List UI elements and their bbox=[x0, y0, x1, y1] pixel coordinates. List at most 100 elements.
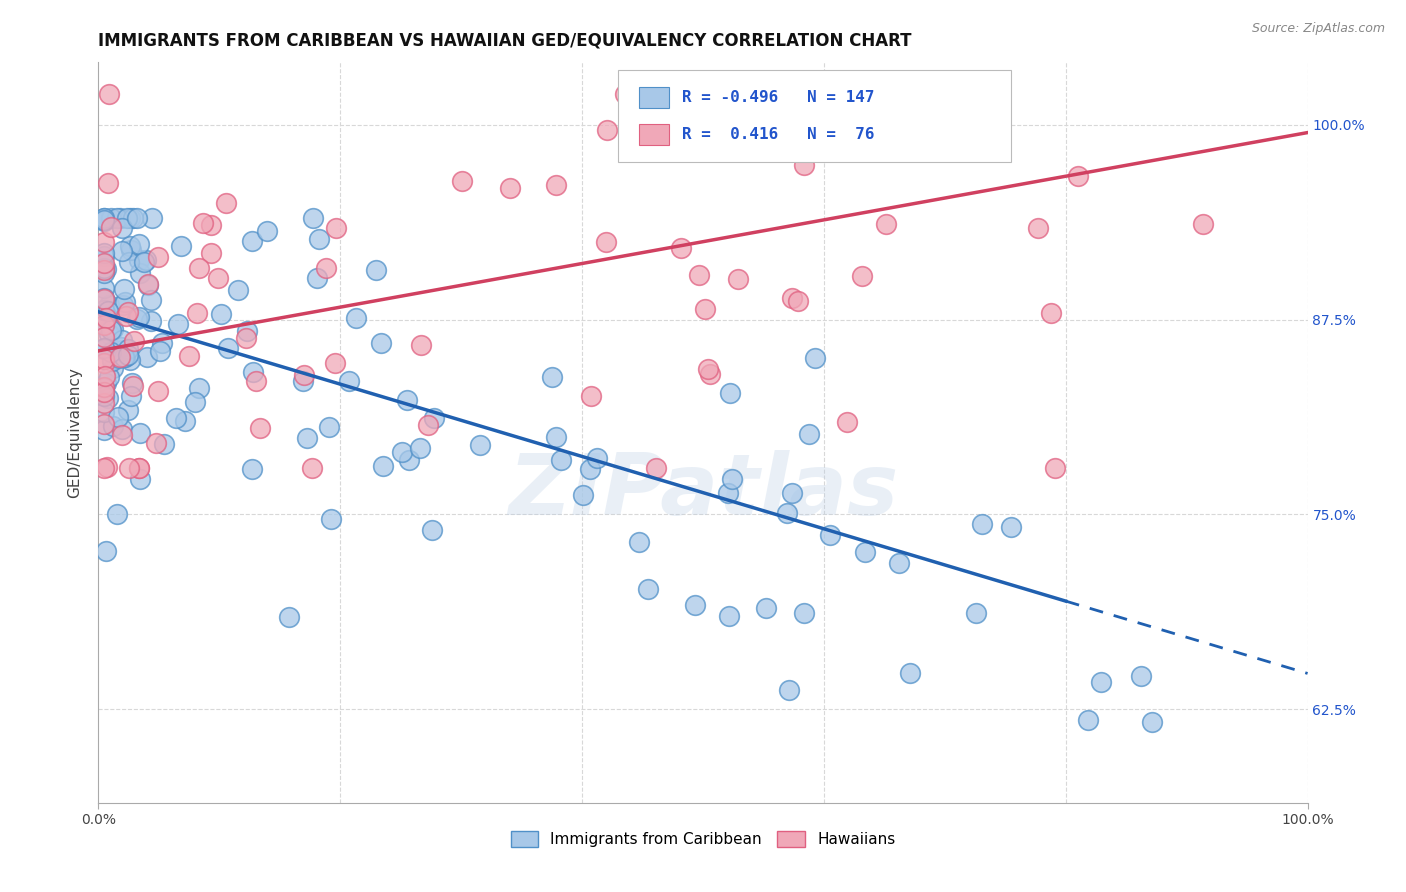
Point bbox=[875, 217, 897, 231]
Point bbox=[717, 486, 740, 500]
Point bbox=[235, 325, 257, 339]
Text: R = -0.496   N = 147: R = -0.496 N = 147 bbox=[682, 90, 875, 104]
Point bbox=[93, 262, 115, 277]
Point bbox=[409, 338, 432, 352]
Point bbox=[302, 211, 325, 226]
Point bbox=[671, 241, 693, 255]
Point bbox=[793, 158, 815, 172]
Point bbox=[94, 368, 117, 383]
Point bbox=[93, 396, 115, 410]
Point bbox=[141, 313, 163, 327]
Point bbox=[136, 350, 159, 364]
Point bbox=[112, 282, 135, 296]
Point bbox=[579, 389, 602, 403]
Point bbox=[153, 437, 176, 451]
Point bbox=[200, 245, 222, 260]
Point bbox=[117, 304, 139, 318]
Point bbox=[93, 281, 115, 295]
Point bbox=[93, 235, 115, 250]
Point bbox=[1142, 715, 1164, 730]
Point bbox=[108, 350, 131, 364]
Point bbox=[118, 211, 141, 226]
Point bbox=[780, 486, 803, 500]
Point bbox=[128, 460, 150, 475]
Point bbox=[644, 460, 666, 475]
Point bbox=[100, 219, 122, 234]
Point bbox=[128, 460, 150, 475]
Point bbox=[235, 331, 257, 345]
Point bbox=[94, 310, 117, 325]
Point bbox=[111, 343, 134, 358]
Point bbox=[596, 123, 619, 137]
Point bbox=[101, 360, 124, 375]
Point bbox=[98, 370, 121, 384]
Point bbox=[188, 260, 211, 275]
Point bbox=[165, 411, 187, 425]
Point bbox=[240, 461, 263, 475]
Point bbox=[125, 311, 148, 326]
Point bbox=[93, 256, 115, 270]
Point bbox=[93, 246, 115, 260]
Point bbox=[118, 460, 141, 475]
Point bbox=[308, 231, 330, 245]
Point bbox=[325, 356, 347, 370]
Point bbox=[93, 212, 115, 227]
Point bbox=[278, 610, 301, 624]
Point bbox=[93, 417, 115, 432]
Point bbox=[111, 220, 134, 235]
Point bbox=[177, 350, 200, 364]
Point bbox=[93, 291, 115, 305]
Point bbox=[1130, 669, 1153, 683]
Point bbox=[540, 370, 562, 384]
Point bbox=[776, 506, 799, 520]
Point bbox=[146, 384, 169, 398]
Point bbox=[93, 318, 115, 333]
Point bbox=[145, 436, 167, 450]
Point bbox=[122, 334, 145, 349]
Point bbox=[117, 342, 139, 356]
Point bbox=[468, 437, 491, 451]
Point bbox=[112, 297, 135, 311]
Point bbox=[498, 180, 520, 194]
Point bbox=[780, 291, 803, 305]
Point bbox=[717, 609, 740, 624]
Point bbox=[93, 302, 115, 317]
Point bbox=[93, 214, 115, 228]
Point bbox=[1040, 306, 1063, 320]
Point bbox=[292, 374, 315, 388]
Point bbox=[100, 211, 122, 226]
Point bbox=[93, 342, 115, 356]
Point bbox=[100, 323, 122, 337]
Point bbox=[571, 488, 593, 502]
Point bbox=[129, 472, 152, 486]
Point bbox=[370, 336, 392, 351]
Point bbox=[114, 295, 136, 310]
Point bbox=[627, 535, 650, 549]
Point bbox=[585, 451, 607, 466]
Point bbox=[93, 260, 115, 275]
Point bbox=[637, 582, 659, 597]
Point bbox=[391, 445, 413, 459]
Point bbox=[450, 174, 472, 188]
Point bbox=[97, 176, 120, 190]
Point bbox=[305, 271, 328, 285]
Point bbox=[256, 224, 278, 238]
Point bbox=[114, 350, 136, 364]
Point bbox=[215, 195, 238, 210]
Point bbox=[887, 556, 910, 570]
Point bbox=[93, 384, 115, 399]
Point bbox=[249, 421, 271, 435]
Point bbox=[98, 298, 121, 312]
Point bbox=[110, 339, 132, 353]
Point bbox=[1067, 169, 1090, 183]
Point bbox=[93, 388, 115, 402]
Point bbox=[135, 252, 157, 267]
Point bbox=[193, 216, 215, 230]
Point bbox=[373, 459, 395, 474]
Point bbox=[544, 178, 567, 193]
Point bbox=[93, 405, 115, 419]
Point bbox=[93, 292, 115, 306]
Point bbox=[949, 87, 972, 101]
Point bbox=[117, 348, 139, 362]
Point bbox=[93, 249, 115, 263]
